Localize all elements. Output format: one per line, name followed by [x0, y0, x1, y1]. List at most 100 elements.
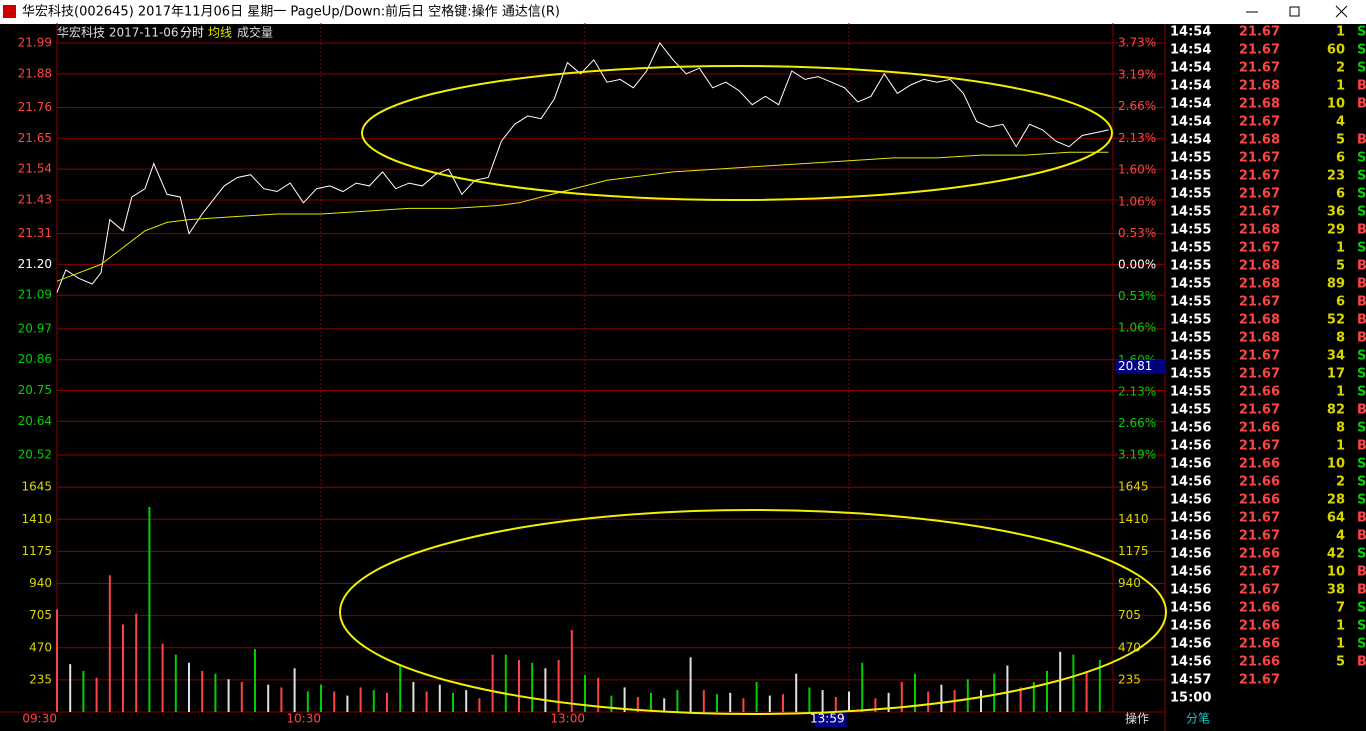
y2-tick-label: 1.06% — [1118, 321, 1156, 335]
volume-bar — [148, 506, 151, 712]
y-tick-label: 1410 — [21, 512, 52, 526]
trade-price: 21.67 — [1239, 169, 1280, 184]
trade-side: B — [1357, 511, 1366, 526]
trade-side: S — [1357, 421, 1366, 436]
y2-tick-label: 1410 — [1118, 512, 1149, 526]
trade-time: 14:56 — [1170, 421, 1211, 436]
trade-time: 15:00 — [1170, 691, 1211, 706]
volume-bar — [518, 660, 520, 712]
trade-volume: 8 — [1336, 331, 1345, 346]
volume-bar — [570, 629, 573, 712]
trade-volume: 6 — [1336, 295, 1345, 310]
trade-side: S — [1357, 601, 1366, 616]
y-tick-label: 20.97 — [18, 321, 52, 335]
trade-side: B — [1357, 295, 1366, 310]
volume-bar — [491, 654, 494, 712]
volume-bar — [861, 662, 864, 712]
trade-price: 21.67 — [1239, 529, 1280, 544]
trade-volume: 52 — [1327, 313, 1345, 328]
trade-time: 14:54 — [1170, 25, 1211, 40]
trade-volume: 1 — [1336, 241, 1345, 256]
volume-bar — [1046, 670, 1048, 712]
y2-tick-label: 1645 — [1118, 480, 1149, 494]
trade-price: 21.68 — [1239, 259, 1280, 274]
trade-volume: 2 — [1336, 475, 1345, 490]
trade-volume: 8 — [1336, 421, 1345, 436]
volume-bar — [1085, 670, 1088, 712]
trade-time: 14:55 — [1170, 223, 1211, 238]
trade-side: B — [1357, 655, 1366, 670]
trade-time: 14:55 — [1170, 151, 1211, 166]
volume-bar — [610, 695, 613, 712]
trade-price: 21.67 — [1239, 241, 1280, 256]
trade-time: 14:56 — [1170, 601, 1211, 616]
trade-side: S — [1357, 151, 1366, 166]
trade-time: 14:56 — [1170, 457, 1211, 472]
volume-bar — [188, 662, 190, 712]
trade-price: 21.67 — [1239, 205, 1280, 220]
trade-side: S — [1357, 241, 1366, 256]
close-button[interactable] — [1335, 5, 1348, 18]
trade-price: 21.68 — [1239, 277, 1280, 292]
trade-price: 21.66 — [1239, 619, 1280, 634]
trade-volume: 2 — [1336, 61, 1345, 76]
trade-time: 14:56 — [1170, 547, 1211, 562]
volume-bar — [135, 613, 138, 712]
trade-volume: 1 — [1336, 637, 1345, 652]
y2-tick-label: 470 — [1118, 640, 1141, 654]
trade-volume: 29 — [1327, 223, 1345, 238]
volume-bar — [650, 692, 652, 712]
window-title: 华宏科技(002645) 2017年11月06日 星期一 PageUp/Down… — [22, 4, 560, 20]
trade-time: 14:55 — [1170, 349, 1211, 364]
bottom-tab[interactable]: 分笔 — [1186, 711, 1210, 726]
trade-time: 14:55 — [1170, 385, 1211, 400]
volume-bar — [56, 609, 58, 712]
volume-bar — [874, 698, 877, 712]
trade-volume: 4 — [1336, 529, 1345, 544]
volume-bar — [914, 673, 916, 712]
restore-button[interactable] — [1289, 6, 1300, 17]
trade-volume: 89 — [1327, 277, 1345, 292]
trade-price: 21.66 — [1239, 601, 1280, 616]
volume-bar — [1072, 654, 1075, 712]
trade-volume: 1 — [1336, 79, 1345, 94]
trade-price: 21.66 — [1239, 655, 1280, 670]
y-tick-label: 1175 — [21, 544, 52, 558]
trade-price: 21.67 — [1239, 367, 1280, 382]
x-tick-label: 13:00 — [550, 712, 585, 726]
volume-bar — [69, 664, 72, 712]
trade-time: 14:56 — [1170, 493, 1211, 508]
trade-volume: 10 — [1327, 97, 1345, 112]
trade-side: S — [1357, 367, 1366, 382]
trade-volume: 7 — [1336, 601, 1345, 616]
trade-time: 14:56 — [1170, 565, 1211, 580]
trade-time: 14:55 — [1170, 277, 1211, 292]
volume-bar — [755, 681, 758, 712]
volume-bar — [452, 692, 454, 712]
trade-volume: 23 — [1327, 169, 1345, 184]
trade-time: 14:55 — [1170, 241, 1211, 256]
y2-tick-label: 2.13% — [1118, 131, 1156, 145]
trade-volume: 1 — [1336, 385, 1345, 400]
trade-time: 14:56 — [1170, 511, 1211, 526]
trade-time: 14:55 — [1170, 259, 1211, 274]
volume-bar — [702, 690, 705, 712]
trade-side: B — [1357, 277, 1366, 292]
volume-bar — [465, 690, 468, 712]
bottom-button[interactable]: 操作 — [1125, 711, 1149, 726]
volume-bar — [848, 691, 850, 712]
volume-bar — [663, 698, 666, 712]
trade-volume: 38 — [1327, 583, 1345, 598]
trade-price: 21.67 — [1239, 565, 1280, 580]
trade-price: 21.67 — [1239, 403, 1280, 418]
volume-bar — [306, 691, 309, 712]
trade-time: 14:56 — [1170, 529, 1211, 544]
title-bar — [0, 0, 1366, 24]
trade-side: S — [1357, 475, 1366, 490]
trade-price: 21.67 — [1239, 151, 1280, 166]
volume-bar — [372, 690, 375, 712]
trade-price: 21.67 — [1239, 295, 1280, 310]
trade-side: S — [1357, 187, 1366, 202]
price-line — [56, 151, 1109, 282]
